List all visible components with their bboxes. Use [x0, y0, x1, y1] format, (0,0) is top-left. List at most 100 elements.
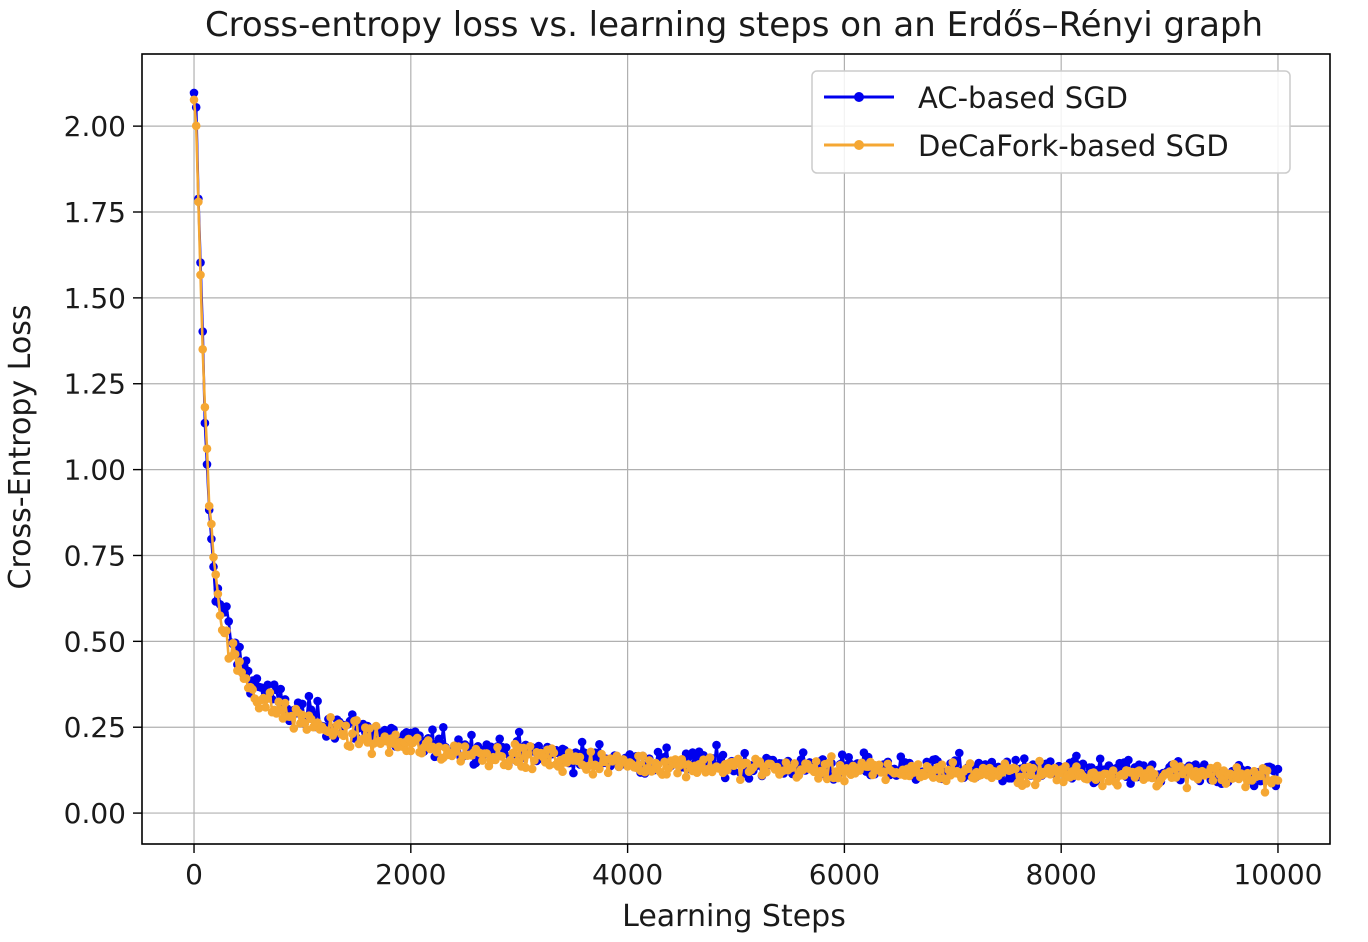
data-point: [254, 703, 264, 713]
data-point: [241, 674, 251, 683]
data-point: [699, 755, 708, 764]
data-point: [287, 711, 296, 721]
data-point: [1171, 773, 1181, 782]
y-tick-label: 0.25: [64, 711, 126, 744]
data-point: [1059, 777, 1068, 787]
data-point: [302, 725, 312, 734]
data-point: [454, 742, 463, 751]
data-point: [833, 773, 843, 783]
data-point: [569, 768, 578, 778]
data-point: [733, 754, 743, 764]
data-point: [514, 727, 524, 737]
data-point: [189, 88, 199, 98]
data-point: [1273, 764, 1283, 774]
data-point: [519, 743, 528, 753]
data-point: [501, 743, 511, 752]
plot-area-frame: [141, 53, 1331, 845]
data-point: [549, 748, 559, 758]
data-point: [1260, 788, 1270, 797]
data-point: [527, 764, 537, 774]
data-point: [222, 602, 231, 611]
data-point: [790, 759, 799, 768]
data-point: [920, 771, 929, 780]
legend-box: [811, 70, 1291, 174]
data-point: [742, 758, 752, 768]
data-point: [948, 758, 958, 767]
data-point: [638, 751, 648, 761]
data-point: [363, 738, 372, 747]
data-point: [798, 748, 808, 757]
data-point: [1221, 779, 1231, 788]
data-point: [506, 755, 515, 765]
data-point: [740, 748, 749, 758]
data-point: [413, 733, 422, 743]
data-point: [497, 752, 507, 761]
data-point: [1108, 766, 1118, 775]
data-point: [482, 749, 492, 758]
data-point: [911, 766, 921, 776]
y-tick-label: 1.75: [64, 196, 126, 229]
data-point: [204, 501, 214, 511]
data-point: [822, 774, 832, 784]
data-point: [645, 756, 654, 765]
data-point: [831, 767, 840, 776]
data-point: [241, 656, 251, 665]
data-point: [189, 95, 199, 105]
data-point: [523, 750, 533, 759]
x-tick-label: 8000: [1026, 858, 1097, 891]
data-point: [313, 696, 322, 706]
data-point: [478, 756, 487, 765]
data-point: [879, 767, 888, 776]
data-point: [508, 748, 517, 758]
data-point: [423, 736, 433, 745]
data-point: [1126, 779, 1135, 788]
data-point: [454, 735, 463, 744]
data-point: [211, 570, 220, 579]
data-point: [673, 768, 682, 778]
legend: AC-based SGD DeCaFork-based SGD: [811, 70, 1291, 174]
data-point: [1078, 759, 1088, 769]
data-point: [495, 734, 505, 744]
data-point: [1273, 776, 1283, 785]
data-point: [471, 758, 481, 768]
x-tick-label: 10000: [1233, 858, 1322, 891]
x-tick-label: 2000: [375, 858, 446, 891]
data-point: [276, 705, 286, 714]
data-point: [215, 611, 225, 620]
data-point: [200, 402, 210, 412]
data-point: [1061, 762, 1070, 771]
y-axis-label: Cross-Entropy Loss: [3, 305, 38, 590]
data-point: [265, 688, 275, 697]
x-axis-label: Learning Steps: [622, 899, 846, 934]
x-tick-label: 0: [185, 858, 203, 891]
data-point: [493, 743, 502, 752]
series-layer: [189, 88, 1283, 797]
data-point: [595, 740, 604, 749]
data-point: [298, 699, 307, 709]
data-point: [1007, 774, 1016, 783]
data-point: [1182, 783, 1192, 793]
data-point: [913, 760, 923, 769]
data-point: [1011, 755, 1020, 765]
data-point: [653, 760, 663, 770]
data-point: [1193, 774, 1203, 784]
data-point: [194, 197, 203, 207]
data-point: [428, 725, 437, 734]
data-point: [705, 753, 715, 762]
data-point: [1262, 766, 1272, 775]
data-point: [365, 724, 374, 733]
data-point: [235, 642, 244, 652]
x-tick-label: 6000: [809, 858, 880, 891]
data-point: [1028, 763, 1038, 773]
data-point: [1213, 761, 1222, 771]
data-point: [614, 762, 624, 772]
data-point: [1243, 768, 1252, 778]
x-tick-label: 4000: [592, 858, 663, 891]
data-point: [391, 730, 400, 739]
data-point: [1052, 775, 1062, 785]
data-point: [339, 731, 348, 741]
data-point: [352, 716, 361, 725]
data-point: [289, 724, 299, 733]
data-point: [280, 698, 290, 708]
